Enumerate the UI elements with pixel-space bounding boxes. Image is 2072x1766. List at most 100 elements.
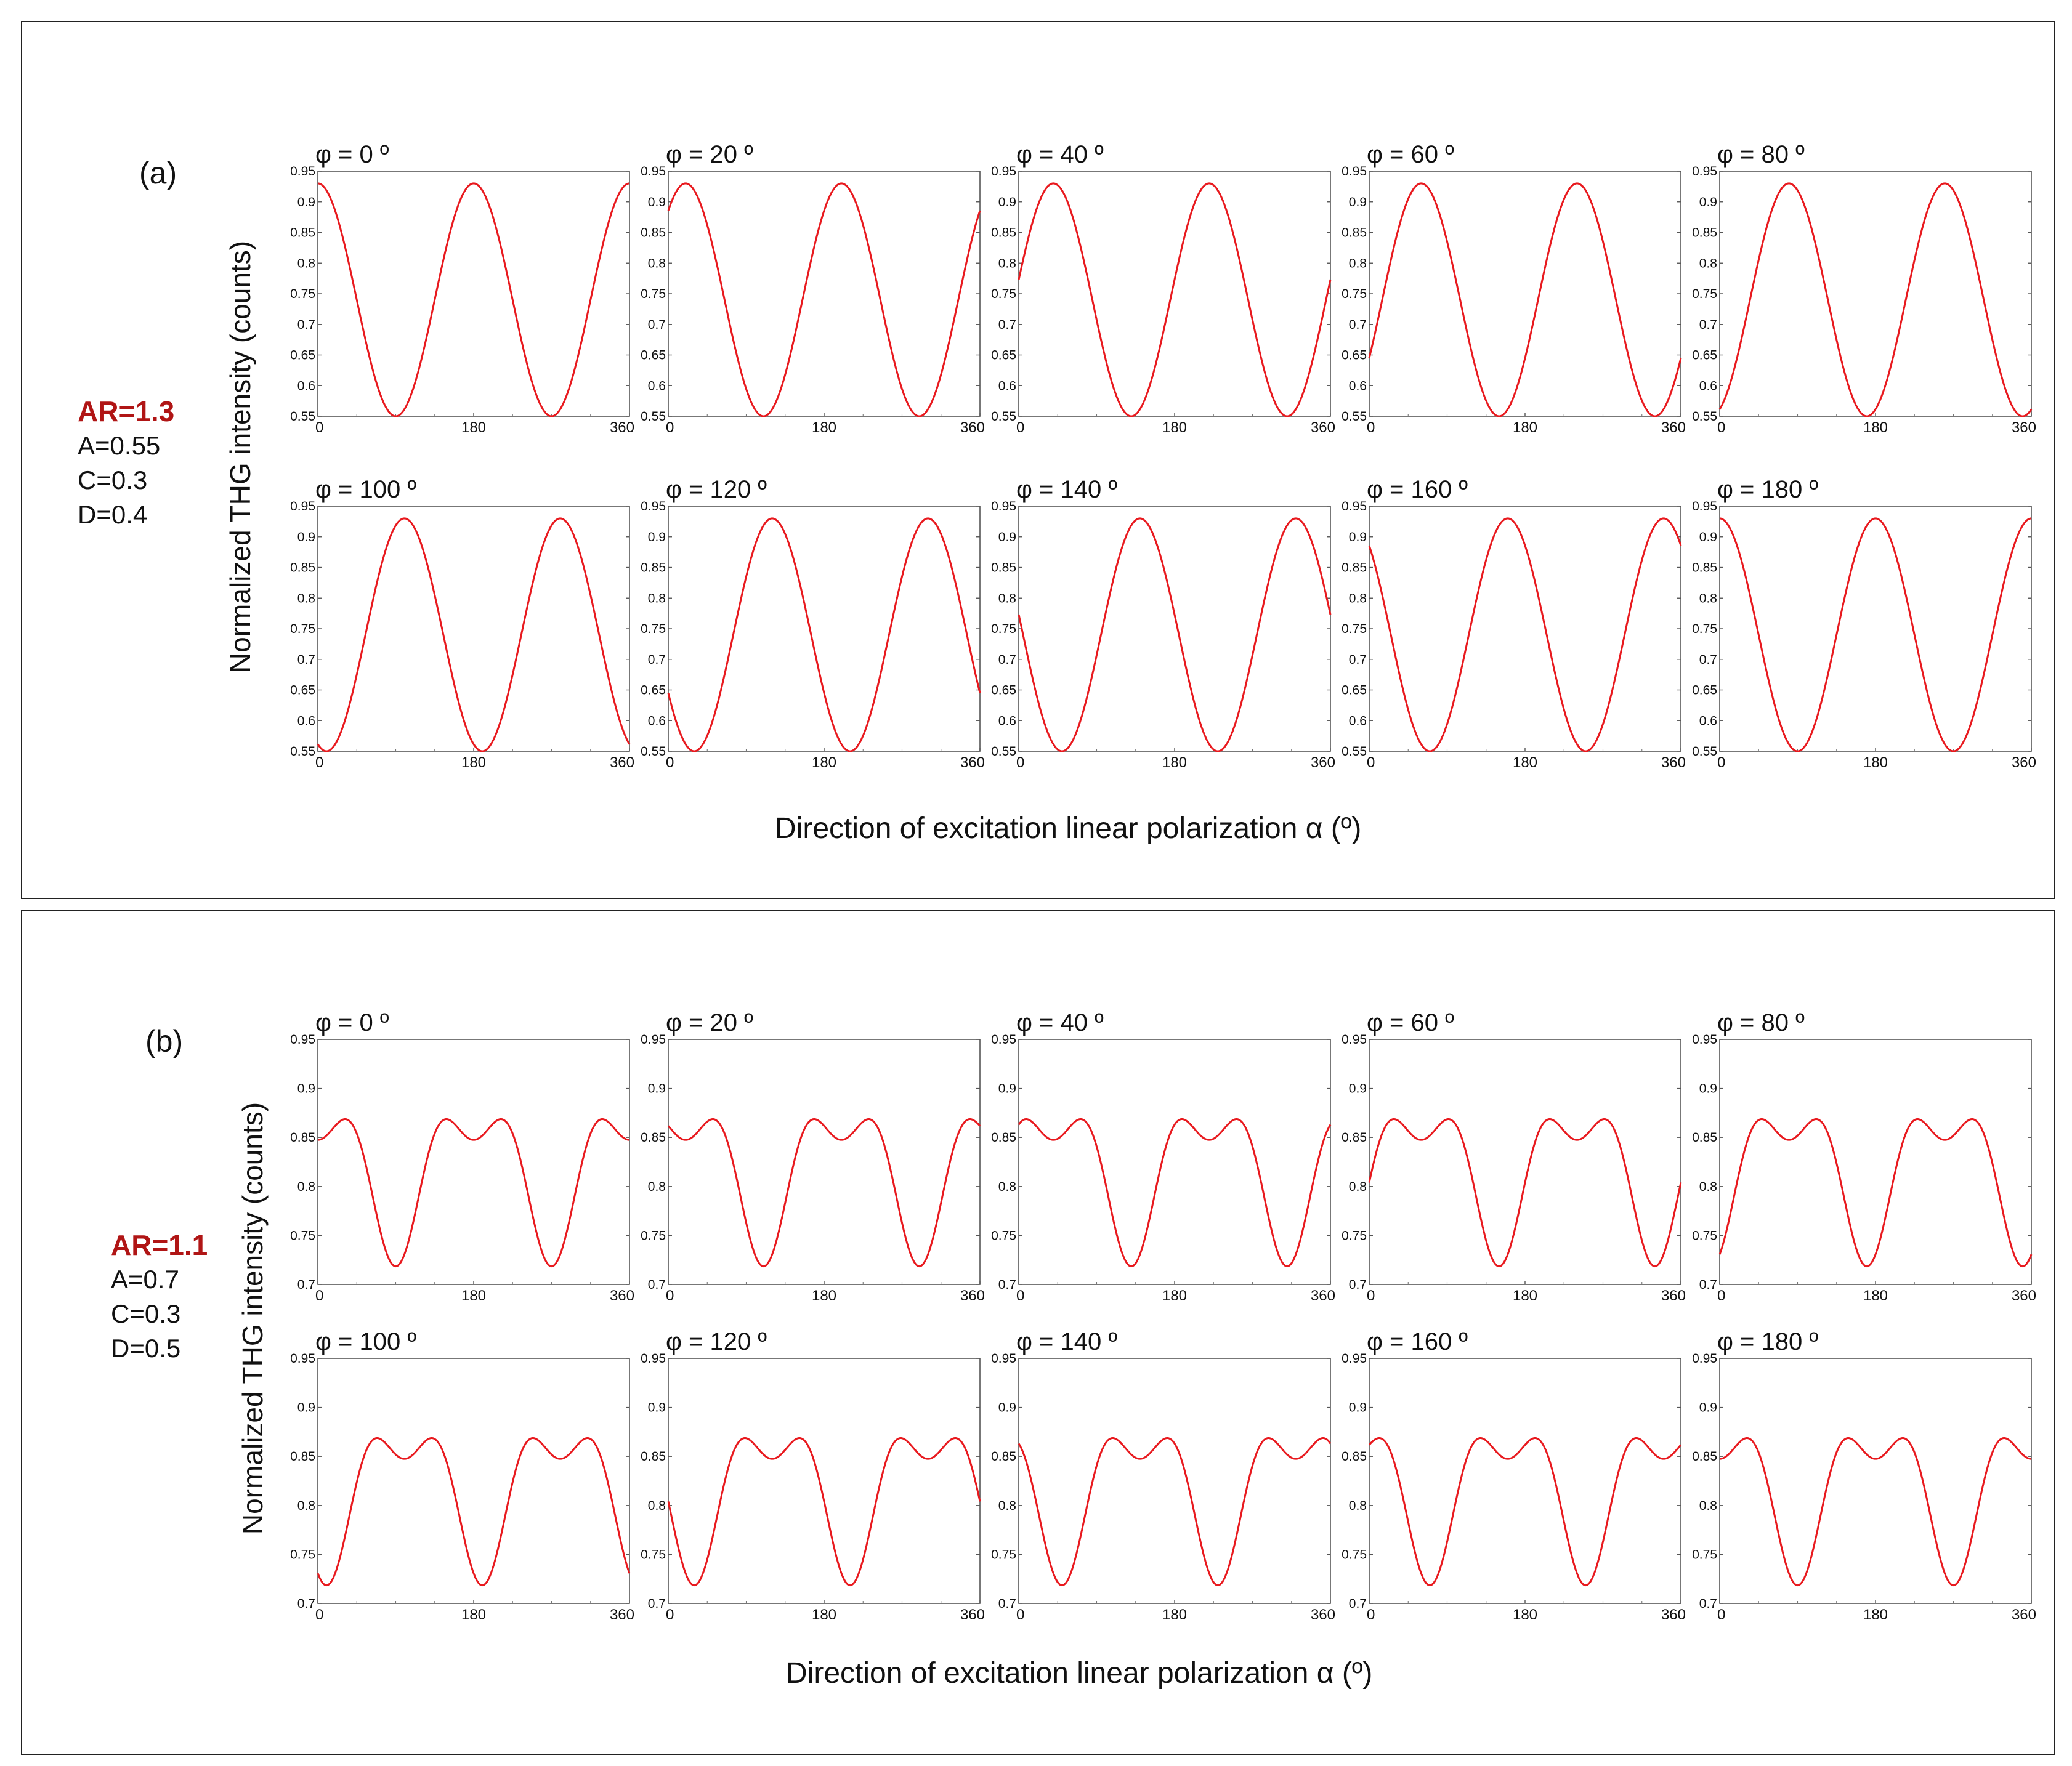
x-tick-label: 180 [1162, 419, 1187, 436]
y-tick-label: 0.8 [648, 1499, 666, 1513]
y-tick-label: 0.7 [1699, 318, 1717, 332]
x-tick-label: 0 [315, 419, 323, 436]
y-tick-label: 0.9 [297, 195, 315, 209]
x-tick-label: 360 [2012, 419, 2036, 436]
y-tick-label: 0.85 [641, 561, 666, 575]
y-tick-label: 0.9 [1699, 530, 1717, 544]
panel-b-subplot-phi-60: φ = 60 º 0.7 0.75 0.8 0.85 0.9 0.95 0 180 360 [1342, 1009, 1686, 1304]
y-tick-label: 0.75 [1342, 622, 1367, 636]
y-tick-label: 0.95 [641, 1033, 666, 1047]
y-tick-label: 0.85 [991, 561, 1016, 575]
y-tick-label: 0.8 [648, 1180, 666, 1194]
panel-a-subplot-phi-100: φ = 100 º 0.55 0.6 0.65 0.7 0.75 0.8 0.85 0.9 0.9… [290, 476, 634, 771]
subplot-title: φ = 80 º [1717, 1009, 1805, 1036]
axes-box [1018, 1039, 1331, 1285]
series-line [667, 1118, 981, 1268]
series-line [1018, 1437, 1332, 1587]
x-tick-label: 360 [610, 419, 634, 436]
x-tick-label: 180 [1863, 1607, 1888, 1623]
x-tick-label: 180 [461, 419, 486, 436]
panel-b-ylabel: Normalized THG intensity (counts) [237, 1102, 269, 1535]
y-tick-label: 0.9 [297, 1082, 315, 1096]
subplot-title: φ = 100 º [315, 476, 416, 503]
y-tick-label: 0.65 [290, 683, 315, 698]
y-tick-label: 0.55 [1342, 744, 1367, 759]
y-tick-label: 0.55 [1692, 744, 1717, 759]
y-tick-label: 0.7 [1699, 1278, 1717, 1292]
panel-a-subplot-phi-40: φ = 40 º 0.55 0.6 0.65 0.7 0.75 0.8 0.85 0.9 0.95… [991, 141, 1335, 436]
series-line [1719, 517, 2032, 752]
x-tick-label: 180 [1863, 754, 1888, 771]
y-tick-label: 0.95 [1342, 1352, 1367, 1366]
y-tick-label: 0.6 [1699, 714, 1717, 728]
x-tick-label: 360 [1311, 1288, 1335, 1304]
y-tick-label: 0.7 [998, 318, 1016, 332]
y-tick-label: 0.7 [1699, 1597, 1717, 1611]
y-tick-label: 0.55 [1692, 409, 1717, 424]
series-line [667, 1437, 981, 1587]
y-tick-label: 0.9 [998, 530, 1016, 544]
y-tick-label: 0.65 [1692, 683, 1717, 698]
y-tick-label: 0.55 [641, 409, 666, 424]
y-tick-label: 0.75 [641, 287, 666, 301]
axes-box [1018, 506, 1331, 752]
panel-a-subplot-phi-140: φ = 140 º 0.55 0.6 0.65 0.7 0.75 0.8 0.85 0.9 0.9… [991, 476, 1335, 771]
y-tick-label: 0.9 [1349, 1082, 1367, 1096]
x-tick-label: 360 [2012, 754, 2036, 771]
y-tick-label: 0.75 [1342, 1228, 1367, 1243]
x-tick-label: 0 [1016, 754, 1024, 771]
series-line [1018, 182, 1332, 417]
y-tick-label: 0.8 [1349, 1180, 1367, 1194]
x-tick-label: 180 [812, 1288, 836, 1304]
y-tick-label: 0.65 [991, 349, 1016, 363]
y-tick-label: 0.95 [1692, 499, 1717, 514]
y-tick-label: 0.75 [1692, 622, 1717, 636]
x-tick-label: 0 [1717, 1607, 1725, 1623]
y-tick-label: 0.6 [998, 379, 1016, 393]
y-tick-label: 0.95 [641, 499, 666, 514]
x-tick-label: 0 [666, 1288, 674, 1304]
y-tick-label: 0.95 [1692, 1033, 1717, 1047]
y-tick-label: 0.9 [998, 1082, 1016, 1096]
x-tick-label: 360 [610, 1607, 634, 1623]
subplot-title: φ = 40 º [1016, 1009, 1104, 1036]
y-tick-label: 0.85 [290, 226, 315, 240]
series-line [1018, 1118, 1332, 1268]
x-tick-label: 0 [1367, 419, 1375, 436]
series-line [317, 1437, 631, 1587]
y-tick-label: 0.8 [998, 1499, 1016, 1513]
subplot-title: φ = 180 º [1717, 1328, 1818, 1355]
axes-box [1719, 1039, 2032, 1285]
y-tick-label: 0.9 [648, 195, 666, 209]
series-line [1018, 517, 1332, 752]
axes-box [1369, 171, 1681, 417]
series-line [1368, 182, 1682, 417]
y-tick-label: 0.95 [991, 164, 1016, 179]
x-tick-label: 0 [666, 754, 674, 771]
y-tick-label: 0.9 [648, 530, 666, 544]
y-tick-label: 0.8 [1349, 591, 1367, 605]
y-tick-label: 0.65 [1692, 349, 1717, 363]
panel-a-param-d: D=0.4 [78, 500, 148, 529]
panel-a-ylabel: Normalized THG intensity (counts) [224, 240, 256, 674]
y-tick-label: 0.75 [1692, 287, 1717, 301]
y-tick-label: 0.95 [1692, 164, 1717, 179]
x-tick-label: 0 [666, 1607, 674, 1623]
y-tick-label: 0.75 [1692, 1228, 1717, 1243]
subplot-title: φ = 140 º [1016, 476, 1117, 503]
x-tick-label: 180 [1162, 754, 1187, 771]
x-tick-label: 0 [315, 1607, 323, 1623]
y-tick-label: 0.9 [297, 530, 315, 544]
panel-a-subplot-phi-120: φ = 120 º 0.55 0.6 0.65 0.7 0.75 0.8 0.85 0.9 0.9… [641, 476, 985, 771]
axes-box [1018, 1358, 1331, 1604]
x-tick-label: 180 [1513, 1607, 1537, 1623]
y-tick-label: 0.75 [641, 1547, 666, 1562]
subplot-title: φ = 0 º [315, 1009, 389, 1036]
y-tick-label: 0.95 [290, 499, 315, 514]
series-line [317, 182, 630, 417]
y-tick-label: 0.8 [998, 256, 1016, 270]
y-tick-label: 0.7 [297, 653, 315, 667]
y-tick-label: 0.95 [1342, 1033, 1367, 1047]
y-tick-label: 0.85 [1342, 226, 1367, 240]
y-tick-label: 0.85 [1692, 226, 1717, 240]
